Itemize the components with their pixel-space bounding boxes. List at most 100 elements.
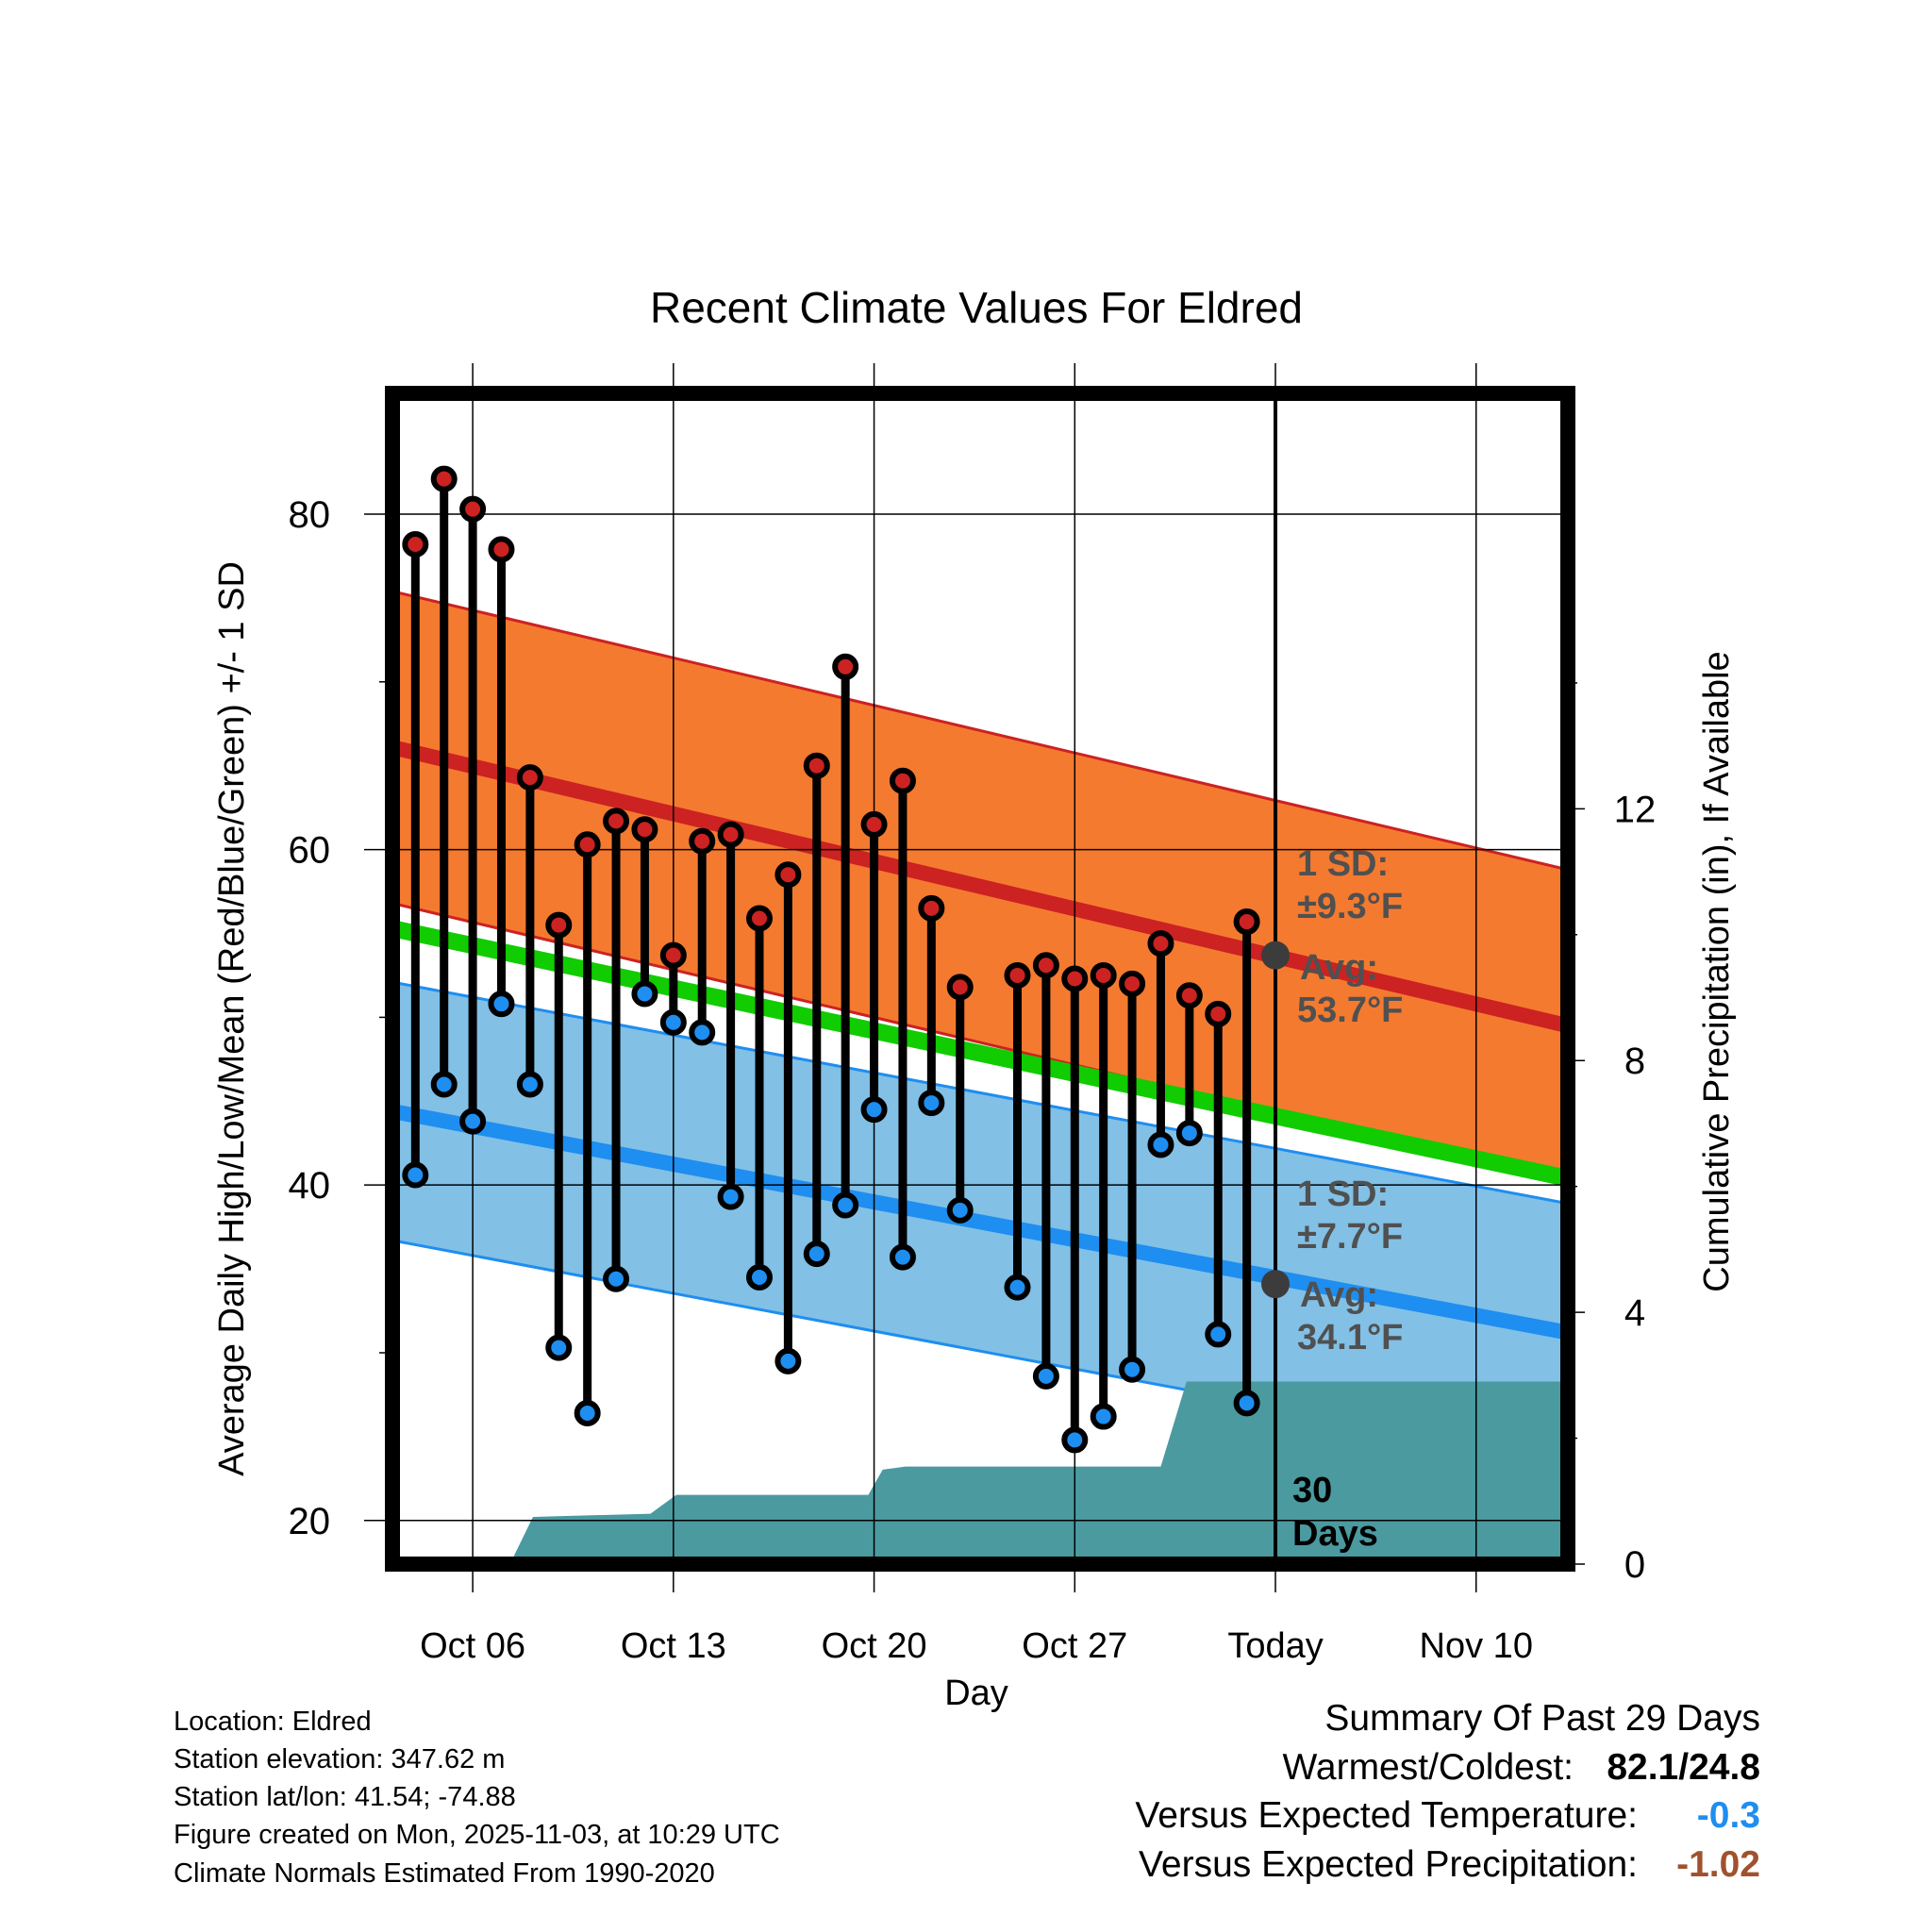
daily-high-point <box>574 831 601 858</box>
high-avg-value: 53.7°F <box>1297 991 1403 1030</box>
summary-precip-label: Versus Expected Precipitation: <box>1139 1844 1638 1885</box>
daily-low-point <box>803 1241 830 1268</box>
daily-low-point <box>1175 1120 1203 1147</box>
daily-low-point <box>1090 1403 1117 1430</box>
x-tick-label: Oct 13 <box>621 1626 726 1666</box>
days-count-label: 30 <box>1292 1471 1332 1510</box>
daily-high-point <box>745 905 773 932</box>
plot-frame <box>385 386 1575 1572</box>
y2-tick-label: 0 <box>1624 1544 1645 1586</box>
y2-tick-label: 12 <box>1614 789 1657 830</box>
daily-high-point <box>774 861 802 889</box>
x-axis-label: Day <box>944 1674 1008 1713</box>
info-location: Location: Eldred <box>174 1707 372 1737</box>
daily-high-point <box>603 808 630 835</box>
daily-low-point <box>860 1096 888 1124</box>
daily-high-point <box>1147 930 1174 958</box>
summary-temp-number: -0.3 <box>1696 1795 1760 1836</box>
y2-tick-label: 4 <box>1624 1292 1645 1334</box>
info-created: Figure created on Mon, 2025-11-03, at 10… <box>174 1820 780 1850</box>
x-tick-label: Oct 27 <box>1022 1626 1127 1666</box>
daily-low-point <box>631 980 658 1008</box>
y-tick-label: 80 <box>289 494 331 536</box>
x-tick-label: Nov 10 <box>1420 1626 1533 1666</box>
high-avg-label: Avg: <box>1300 948 1378 988</box>
daily-low-point <box>659 1008 687 1036</box>
daily-high-point <box>889 767 916 794</box>
daily-low-point <box>430 1071 458 1098</box>
daily-low-point <box>574 1399 601 1426</box>
daily-high-point <box>1004 961 1031 989</box>
daily-low-point <box>1061 1426 1089 1454</box>
x-tick-label: Oct 06 <box>420 1626 525 1666</box>
daily-high-point <box>659 941 687 969</box>
x-tick-label: Today <box>1227 1626 1323 1666</box>
daily-high-point <box>1205 1000 1232 1027</box>
y-axis-label: Average Daily High/Low/Mean (Red/Blue/Gr… <box>212 561 252 1476</box>
daily-high-point <box>689 827 716 855</box>
chart-title: Recent Climate Values For Eldred <box>650 283 1303 332</box>
daily-high-point <box>545 911 573 939</box>
daily-low-point <box>1032 1362 1059 1390</box>
daily-high-point <box>1119 970 1146 997</box>
daily-high-point <box>803 752 830 779</box>
daily-low-point <box>1147 1131 1174 1158</box>
daily-high-point <box>631 816 658 843</box>
summary-precip-value: -1.02 <box>1676 1844 1760 1886</box>
daily-low-point <box>774 1347 802 1374</box>
summary-warm-cold-label: Warmest/Coldest: <box>1282 1747 1574 1788</box>
info-normals: Climate Normals Estimated From 1990-2020 <box>174 1858 715 1889</box>
low-avg-value: 34.1°F <box>1297 1318 1403 1357</box>
summary-warm-cold-number: 82.1/24.8 <box>1607 1747 1760 1788</box>
daily-high-point <box>1233 908 1260 936</box>
y2-axis-label: Cumulative Precipitation (in), If Availa… <box>1697 651 1737 1291</box>
summary-warm-cold-value: 82.1/24.8 <box>1607 1747 1760 1789</box>
daily-high-point <box>459 495 487 523</box>
y-tick-label: 60 <box>289 830 331 872</box>
daily-high-point <box>516 764 543 791</box>
days-word-label: Days <box>1292 1514 1378 1554</box>
y-tick-label: 20 <box>289 1501 331 1542</box>
low-avg-label: Avg: <box>1300 1275 1378 1315</box>
daily-high-point <box>430 465 458 492</box>
daily-high-point <box>1090 961 1117 989</box>
daily-low-point <box>459 1108 487 1135</box>
y2-tick-label: 8 <box>1624 1041 1645 1082</box>
precip-area <box>509 1381 1568 1564</box>
daily-high-point <box>1061 965 1089 992</box>
daily-high-point <box>1175 982 1203 1009</box>
daily-high-point <box>832 653 859 680</box>
info-latlon: Station lat/lon: 41.54; -74.88 <box>174 1782 516 1812</box>
daily-low-point <box>488 991 515 1018</box>
daily-low-point <box>516 1071 543 1098</box>
daily-low-point <box>832 1191 859 1219</box>
normal-high-line <box>392 740 1568 1034</box>
daily-low-point <box>745 1263 773 1291</box>
daily-low-point <box>889 1243 916 1271</box>
daily-low-point <box>918 1090 945 1117</box>
daily-low-point <box>689 1019 716 1046</box>
y-tick-label: 40 <box>289 1165 331 1207</box>
daily-low-point <box>717 1183 744 1210</box>
daily-low-point <box>603 1265 630 1292</box>
daily-high-point <box>1032 952 1059 979</box>
daily-low-point <box>1205 1321 1232 1348</box>
x-tick-label: Oct 20 <box>822 1626 927 1666</box>
daily-low-point <box>402 1161 429 1189</box>
daily-low-point <box>1119 1356 1146 1383</box>
low-avg-marker <box>1261 1270 1291 1299</box>
high-avg-marker <box>1261 941 1291 970</box>
daily-high-point <box>717 821 744 848</box>
high-sd-label: 1 SD: <box>1297 844 1389 884</box>
daily-high-point <box>918 894 945 922</box>
high-sd-value: ±9.3°F <box>1297 887 1403 926</box>
summary-title: Summary Of Past 29 Days <box>1324 1698 1760 1739</box>
low-sd-value: ±7.7°F <box>1297 1217 1403 1257</box>
daily-high-point <box>860 810 888 838</box>
summary-precip-number: -1.02 <box>1676 1844 1760 1885</box>
daily-high-point <box>488 536 515 563</box>
daily-high-point <box>946 974 974 1001</box>
daily-low-point <box>1233 1390 1260 1417</box>
summary-temp-value: -0.3 <box>1697 1795 1760 1837</box>
